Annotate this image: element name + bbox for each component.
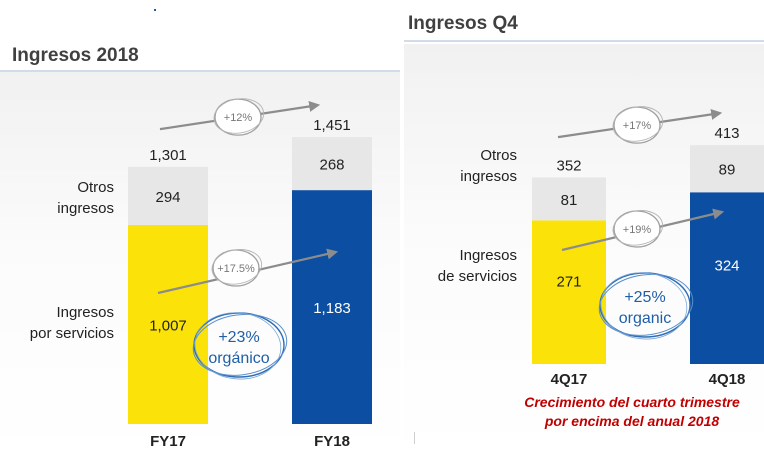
panel2-total-growth-circle-stroke	[612, 106, 664, 142]
panel2-services-growth-label: +19%	[623, 224, 652, 236]
category-label-4Q18: 4Q18	[709, 371, 746, 388]
panel2-total-growth-label: +17%	[623, 120, 652, 132]
panel2-organic-growth-ring-3	[600, 272, 688, 340]
panel1-series-label-others-1: Otros	[77, 179, 114, 196]
bar-services-4Q18	[690, 192, 764, 364]
panel2-series-label-others-2: ingresos	[460, 168, 517, 185]
panel2-series-label-services-2: de servicios	[438, 268, 517, 285]
right-panel-title: Ingresos Q4	[408, 13, 518, 34]
panel1-services-growth-label: +17.5%	[217, 263, 255, 275]
value-label-others-FY17: 294	[155, 189, 180, 206]
left-panel-title: Ingresos 2018	[12, 45, 139, 66]
panel1-organic-growth-ring-2	[192, 313, 288, 376]
total-label-4Q18: 413	[714, 125, 739, 142]
panel2-organic-growth-value: +25%	[624, 289, 665, 306]
panel1-series-label-services-2: por servicios	[30, 325, 114, 342]
panel2-series-label-others-1: Otros	[480, 147, 517, 164]
category-label-4Q17: 4Q17	[551, 371, 588, 388]
value-label-others-FY18: 268	[319, 157, 344, 174]
panel1-total-growth-label: +12%	[224, 112, 253, 124]
left-title-rule	[0, 70, 400, 72]
panel1-organic-growth-text: orgánico	[208, 350, 269, 367]
blue-dot	[154, 9, 156, 11]
bar-others-4Q17	[532, 177, 606, 221]
right-title-rule	[404, 40, 764, 42]
footnote-line-1: Crecimiento del cuarto trimestre	[524, 394, 740, 410]
value-label-others-4Q17: 81	[561, 192, 578, 209]
value-label-services-4Q18: 324	[714, 257, 739, 274]
bar-services-FY18	[292, 190, 372, 424]
total-label-4Q17: 352	[556, 157, 581, 174]
panel1-series-label-others-2: ingresos	[57, 200, 114, 217]
footnote: Crecimiento del cuarto trimestre por enc…	[500, 393, 764, 431]
category-label-FY18: FY18	[314, 433, 350, 450]
panel2-organic-growth-ring-2	[598, 273, 694, 336]
panel1-total-growth-circle-stroke	[213, 98, 265, 134]
bar-others-FY18	[292, 137, 372, 191]
footnote-line-2: por encima del anual 2018	[544, 413, 720, 429]
panel2-organic-growth-text: organic	[619, 310, 671, 327]
total-label-FY18: 1,451	[313, 117, 351, 134]
bar-services-4Q17	[532, 220, 606, 364]
value-label-services-4Q17: 271	[556, 274, 581, 291]
panel2-series-label-services-1: Ingresos	[459, 247, 517, 264]
panel1-organic-growth-ring-3	[194, 312, 282, 380]
bar-others-4Q18	[690, 145, 764, 193]
value-label-others-4Q18: 89	[719, 162, 736, 179]
value-label-services-FY17: 1,007	[149, 317, 187, 334]
total-label-FY17: 1,301	[149, 147, 187, 164]
bar-services-FY17	[128, 224, 208, 424]
panel1-organic-growth-value: +23%	[218, 329, 259, 346]
value-label-services-FY18: 1,183	[313, 300, 351, 317]
panel1-services-growth-circle-stroke	[211, 249, 263, 285]
divider-tick	[414, 432, 415, 444]
category-label-FY17: FY17	[150, 433, 186, 450]
panel2-services-growth-circle-stroke	[612, 210, 664, 246]
panel1-series-label-services-1: Ingresos	[56, 304, 114, 321]
bar-others-FY17	[128, 166, 208, 225]
